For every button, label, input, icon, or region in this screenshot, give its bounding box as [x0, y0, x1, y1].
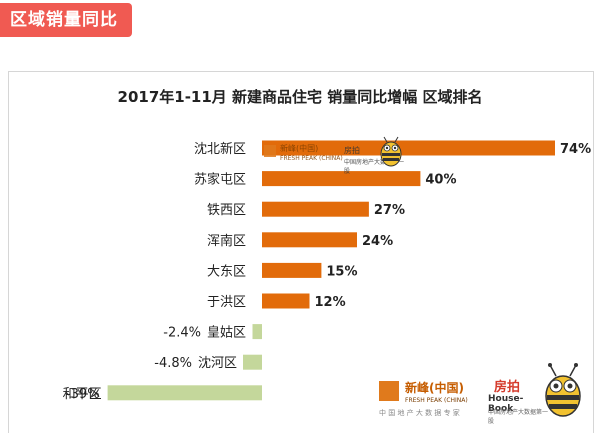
watermark-top-partner: 房拍: [344, 146, 360, 155]
category-label-3: 浑南区: [207, 233, 246, 249]
value-label-2: 27%: [374, 203, 405, 218]
watermark-top-brand: 新峰(中国): [280, 144, 319, 153]
category-label-1: 苏家屯区: [194, 172, 246, 188]
category-label-5: 于洪区: [207, 295, 246, 310]
bar-1: [262, 171, 421, 187]
watermark-top-brand-sub: FRESH PEAK (CHINA): [280, 155, 343, 162]
category-label-4: 大东区: [207, 264, 246, 279]
brand-logo-tagline: 中 国 地 产 大 数 据 专 家: [379, 409, 460, 417]
house-book-logo: 房拍 House-Book 中国房地产大数据第一股: [488, 374, 549, 425]
category-label-7: 沈河区: [198, 356, 237, 371]
section-tag: 区域销量同比: [0, 3, 132, 37]
bar-6: [252, 324, 262, 340]
chart-title: 2017年1-11月 新建商品住宅 销量同比增幅 区域排名: [117, 88, 483, 106]
value-label-7: -4.8%: [154, 356, 192, 371]
bee-mascot-large-icon: [545, 363, 581, 417]
bar-0: [262, 140, 555, 156]
bar-8: [107, 385, 262, 401]
house-book-sub: 中国房地产大数据第一股: [488, 409, 549, 425]
bar-7: [243, 354, 262, 370]
value-label-5: 12%: [315, 295, 346, 310]
watermark-top: 新峰(中国) FRESH PEAK (CHINA) 房拍 中国房地产大数据第一股: [262, 141, 406, 179]
value-label-3: 24%: [362, 234, 393, 249]
house-book-en: House-Book: [488, 394, 524, 414]
bar-2: [262, 201, 369, 217]
value-label-4: 15%: [326, 264, 357, 279]
bar-3: [262, 232, 357, 248]
value-label-8: -39%: [66, 387, 100, 402]
chart-frame: [8, 71, 594, 433]
watermark-top-partner-sub: 中国房地产大数据第一股: [344, 159, 405, 175]
value-label-1: 40%: [425, 173, 456, 188]
bar-4: [262, 262, 322, 278]
bee-mascot-icon: [380, 136, 402, 167]
category-label-6: 皇姑区: [207, 326, 246, 341]
brand-logo-text: 新峰(中国): [405, 381, 464, 395]
brand-logo: 新峰(中国) FRESH PEAK (CHINA) 中 国 地 产 大 数 据 …: [377, 375, 477, 421]
bar-5: [262, 293, 310, 309]
value-label-6: -2.4%: [163, 326, 201, 341]
value-label-0: 74%: [560, 142, 591, 157]
category-label-0: 沈北新区: [194, 141, 246, 157]
category-label-8: 和平区: [63, 387, 102, 402]
category-label-2: 铁西区: [207, 203, 246, 218]
brand-logo-icon: [379, 381, 399, 401]
house-book-cn: 房拍: [494, 380, 521, 395]
brand-logo-sub: FRESH PEAK (CHINA): [405, 397, 468, 404]
brand-square-icon: [264, 145, 276, 157]
